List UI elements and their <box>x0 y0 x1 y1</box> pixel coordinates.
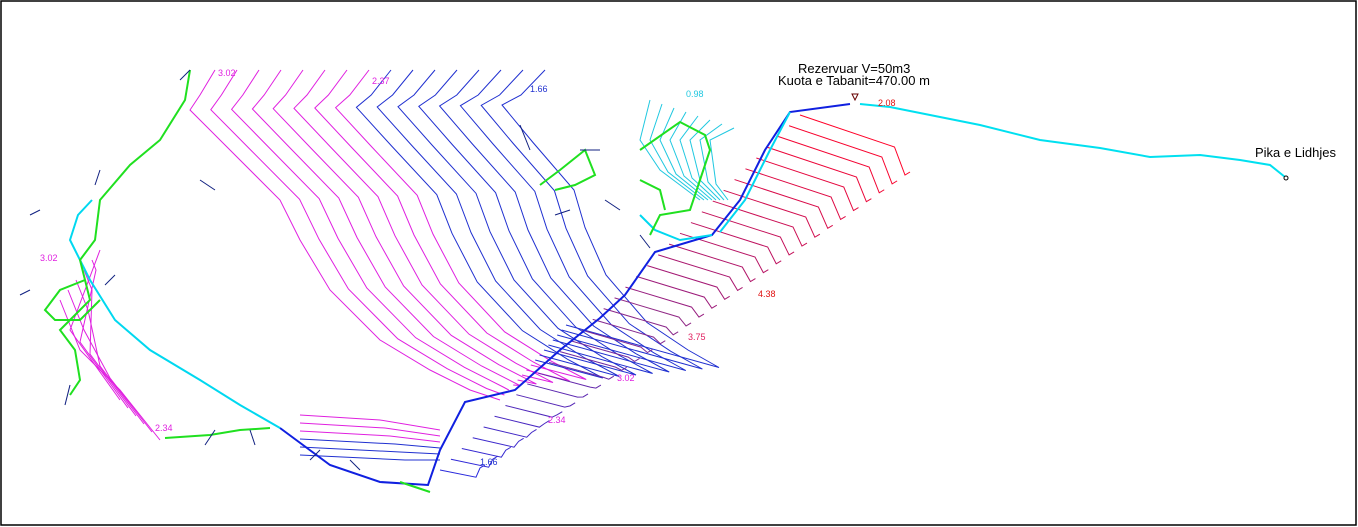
elevation-label: Kuota e Tabanit=470.00 m <box>778 73 930 88</box>
contour-label: 2.34 <box>155 423 173 433</box>
contour-label: 4.38 <box>758 289 776 299</box>
contour-label: 3.02 <box>617 373 635 383</box>
contour-label: 3.75 <box>688 332 706 342</box>
contour-label: 0.98 <box>686 89 704 99</box>
connection-node <box>1284 176 1288 180</box>
contour-label: 3.02 <box>40 253 58 263</box>
contour-label: 1.66 <box>530 84 548 94</box>
drawing: Rezervuar V=50m3 Kuota e Tabanit=470.00 … <box>0 0 1358 527</box>
connection-label: Pika e Lidhjes <box>1255 145 1336 160</box>
contour-label: 2.37 <box>372 76 390 86</box>
frame <box>1 1 1356 525</box>
contour-label: 2.08 <box>878 98 896 108</box>
contour-label: 2.34 <box>548 415 566 425</box>
contour-label: 3.02 <box>218 68 236 78</box>
contour-label: 1.66 <box>480 457 498 467</box>
